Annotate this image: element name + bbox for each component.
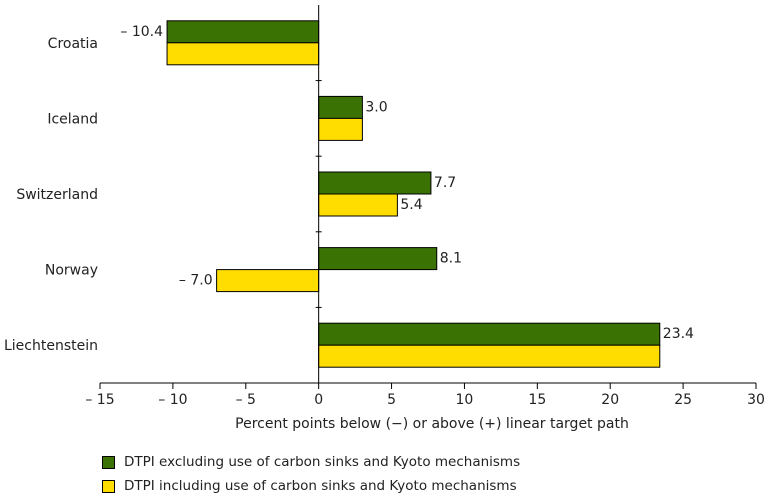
x-tick-label: 20 (601, 392, 619, 408)
x-tick-label: – 5 (236, 392, 256, 408)
x-tick-label: 25 (674, 392, 692, 408)
x-tick-label: 30 (747, 392, 765, 408)
legend-item-excluding: DTPI excluding use of carbon sinks and K… (102, 453, 520, 471)
category-label-iceland: Iceland (47, 111, 98, 127)
legend: DTPI excluding use of carbon sinks and K… (102, 453, 520, 501)
bar-croatia-series-2 (166, 42, 320, 66)
legend-label-excluding: DTPI excluding use of carbon sinks and K… (124, 454, 521, 470)
data-label-liechtenstein-series-1: 23.4 (663, 326, 694, 342)
bar-iceland-series-2 (318, 117, 363, 141)
x-tick-label: 0 (314, 392, 323, 408)
x-tick-label: – 15 (85, 392, 114, 408)
category-label-croatia: Croatia (48, 36, 98, 52)
x-tick-label: 15 (528, 392, 546, 408)
bar-norway-series-1 (318, 247, 438, 271)
data-label-norway-series-1: 8.1 (440, 251, 462, 267)
category-label-liechtenstein: Liechtenstein (4, 338, 98, 354)
data-label-iceland-series-1: 3.0 (365, 99, 387, 115)
bar-croatia-series-1 (166, 20, 320, 44)
legend-item-including: DTPI including use of carbon sinks and K… (102, 477, 520, 495)
bar-switzerland-series-2 (318, 193, 398, 217)
data-label-norway-series-2: – 7.0 (179, 273, 213, 289)
legend-swatch-excluding (102, 455, 115, 469)
legend-swatch-including (102, 479, 115, 493)
x-tick-label: 10 (456, 392, 474, 408)
x-tick-label: – 10 (158, 392, 187, 408)
data-label-croatia-series-1: – 10.4 (120, 24, 163, 40)
category-label-norway: Norway (45, 263, 98, 279)
chart: – 15 – 10 – 5 0 5 10 15 20 25 30 Croatia – 10.4 Ice… (4, 5, 765, 432)
bar-liechtenstein-series-1 (318, 322, 661, 346)
data-label-switzerland-series-2: 5.4 (400, 197, 422, 213)
category-label-switzerland: Switzerland (16, 187, 98, 203)
x-axis-title: Percent points below (−) or above (+) li… (235, 416, 629, 432)
bar-liechtenstein-series-2 (318, 344, 661, 368)
legend-label-including: DTPI including use of carbon sinks and K… (124, 478, 517, 494)
bar-norway-series-2 (216, 269, 320, 293)
bar-iceland-series-1 (318, 95, 363, 119)
bar-switzerland-series-1 (318, 171, 432, 195)
data-label-switzerland-series-1: 7.7 (434, 175, 456, 191)
x-tick-label: 5 (387, 392, 396, 408)
